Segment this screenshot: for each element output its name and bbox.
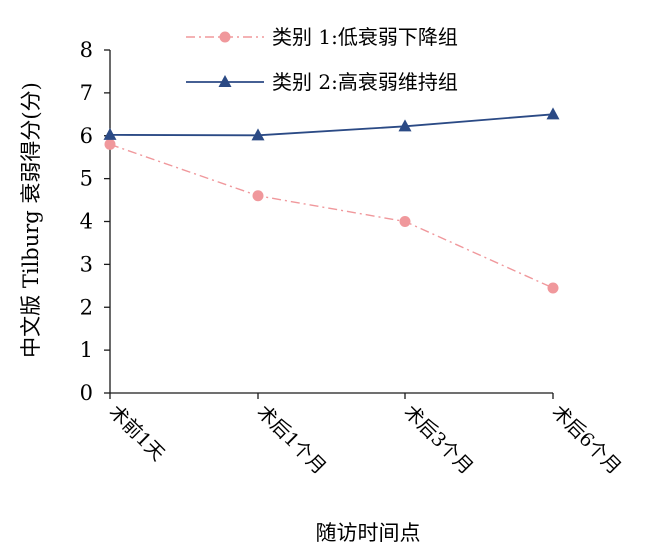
data-point	[104, 138, 116, 150]
legend-label: 类别 1:低衰弱下降组	[272, 25, 458, 49]
series-2	[103, 107, 560, 141]
y-tick-label: 5	[80, 167, 93, 191]
axes	[109, 50, 553, 394]
legend-marker	[218, 75, 232, 87]
legend-item-1: 类别 1:低衰弱下降组	[186, 25, 458, 49]
y-tick-label: 7	[80, 81, 93, 105]
y-tick-label: 6	[80, 124, 93, 148]
data-point	[399, 216, 411, 227]
data-point	[252, 190, 264, 202]
y-axis-label: 中文版 Tilburg 衰弱得分(分)	[19, 82, 43, 358]
y-tick-label: 8	[80, 38, 93, 62]
x-axis-label: 随访时间点	[316, 521, 421, 545]
data-point	[547, 282, 559, 294]
y-tick-label: 4	[80, 210, 93, 234]
y-tick-label: 3	[80, 252, 93, 276]
legend-label: 类别 2:高衰弱维持组	[272, 70, 458, 94]
series-line	[109, 113, 554, 137]
data-point	[546, 107, 560, 120]
legend-item-2: 类别 2:高衰弱维持组	[186, 70, 458, 94]
data-point	[103, 127, 117, 140]
series-1	[104, 138, 559, 294]
x-tick-label: 术后1个月	[252, 401, 330, 479]
y-tick-label: 1	[80, 338, 93, 362]
series-group	[103, 107, 560, 294]
y-ticks: 0 1 2 3 4 5 6 7 8	[80, 38, 110, 405]
legend-marker	[219, 31, 231, 43]
data-point	[251, 128, 265, 141]
x-tick-label: 术前1天	[104, 401, 168, 465]
x-tick-label: 术后6个月	[547, 401, 625, 479]
y-tick-label: 2	[80, 295, 93, 319]
y-tick-label: 0	[80, 381, 93, 405]
data-point	[398, 119, 412, 132]
x-tick-label: 术后3个月	[399, 401, 477, 479]
series-line	[109, 143, 554, 289]
x-ticks: 术前1天 术后1个月 术后3个月 术后6个月	[104, 393, 625, 479]
